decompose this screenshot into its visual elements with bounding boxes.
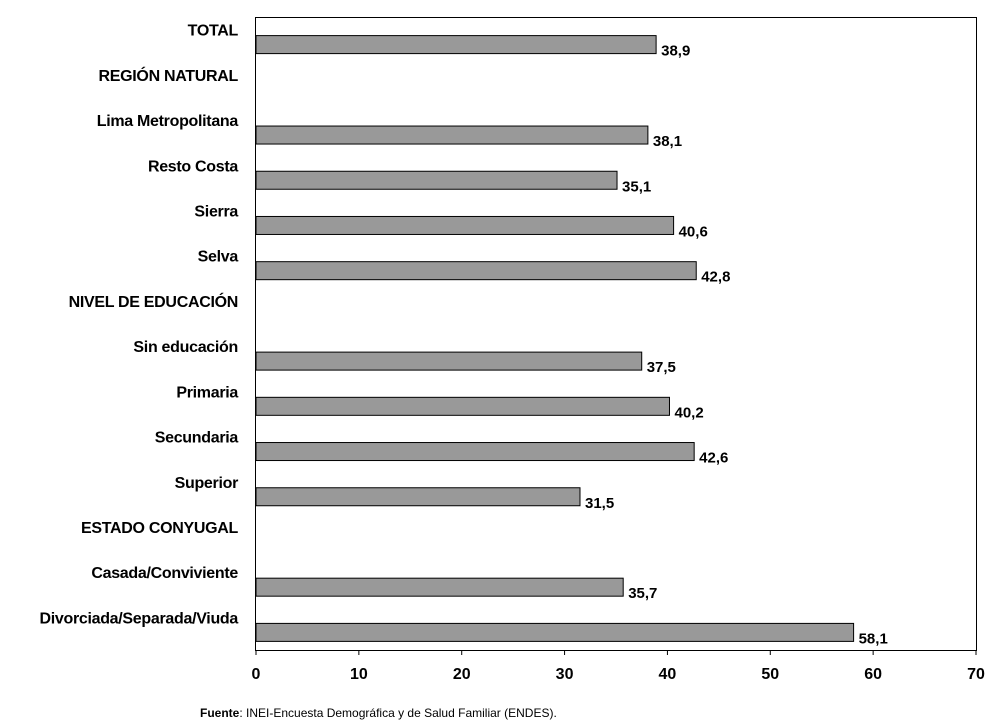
category-label-sin-educacion: Sin educación xyxy=(133,339,238,356)
x-tick-label-50: 50 xyxy=(761,666,779,683)
value-label-total: 38,9 xyxy=(661,43,690,60)
plot-area xyxy=(255,17,977,651)
value-label-sin-educacion: 37,5 xyxy=(647,359,676,376)
category-label-selva: Selva xyxy=(198,249,239,266)
x-tick-label-0: 0 xyxy=(252,666,261,683)
category-label-nivel-de-educacion: NIVEL DE EDUCACIÓN xyxy=(69,292,238,311)
x-tick-label-10: 10 xyxy=(350,666,368,683)
value-label-secundaria: 42,6 xyxy=(699,450,728,467)
category-label-casada-conviviente: Casada/Conviviente xyxy=(91,565,238,582)
x-tick-label-70: 70 xyxy=(967,666,985,683)
value-label-selva: 42,8 xyxy=(701,269,730,286)
category-labels: TOTAL REGIÓN NATURAL Lima Metropolitana Res… xyxy=(39,23,238,628)
x-tick-label-20: 20 xyxy=(453,666,471,683)
value-label-superior: 31,5 xyxy=(585,495,614,512)
category-label-region-natural: REGIÓN NATURAL xyxy=(99,66,239,85)
source-label: Fuente xyxy=(200,706,240,720)
bar-lima-metropolitana xyxy=(255,125,649,145)
value-label-sierra: 40,6 xyxy=(679,223,708,240)
x-axis: 0 10 20 30 40 50 60 70 xyxy=(252,650,985,683)
value-label-divorciada-separada-viuda: 58,1 xyxy=(859,630,888,647)
category-label-resto-costa: Resto Costa xyxy=(148,158,238,175)
x-tick-label-40: 40 xyxy=(659,666,677,683)
category-label-total: TOTAL xyxy=(188,23,239,40)
bar-sierra xyxy=(255,215,675,235)
bar-casada-conviviente xyxy=(255,577,624,597)
value-label-primaria: 40,2 xyxy=(674,404,703,421)
value-label-resto-costa: 35,1 xyxy=(622,178,651,195)
bar-total xyxy=(255,35,657,55)
source-text: : INEI-Encuesta Demográfica y de Salud F… xyxy=(239,706,557,720)
bars-group xyxy=(255,35,855,642)
category-label-estado-conyugal: ESTADO CONYUGAL xyxy=(81,520,239,537)
x-tick-label-60: 60 xyxy=(864,666,882,683)
category-label-primaria: Primaria xyxy=(176,384,238,401)
category-label-superior: Superior xyxy=(175,475,238,492)
bar-superior xyxy=(255,487,581,507)
bar-resto-costa xyxy=(255,170,618,190)
bar-primaria xyxy=(255,396,670,416)
bar-secundaria xyxy=(255,442,695,462)
value-label-lima-metropolitana: 38,1 xyxy=(653,133,682,150)
category-label-sierra: Sierra xyxy=(194,203,238,220)
category-label-divorciada-separada-viuda: Divorciada/Separada/Viuda xyxy=(39,610,238,627)
bar-divorciada-separada-viuda xyxy=(255,622,855,642)
category-label-lima-metropolitana: Lima Metropolitana xyxy=(97,113,239,130)
x-tick-label-30: 30 xyxy=(556,666,574,683)
value-label-casada-conviviente: 35,7 xyxy=(628,585,657,602)
source-note: Fuente: INEI-Encuesta Demográfica y de S… xyxy=(200,706,557,720)
value-labels: 38,9 38,1 35,1 40,6 42,8 37,5 40,2 42,6 31,5 35,7… xyxy=(585,43,888,648)
category-label-secundaria: Secundaria xyxy=(155,430,239,447)
bar-selva xyxy=(255,261,697,281)
bar-sin-educacion xyxy=(255,351,643,371)
